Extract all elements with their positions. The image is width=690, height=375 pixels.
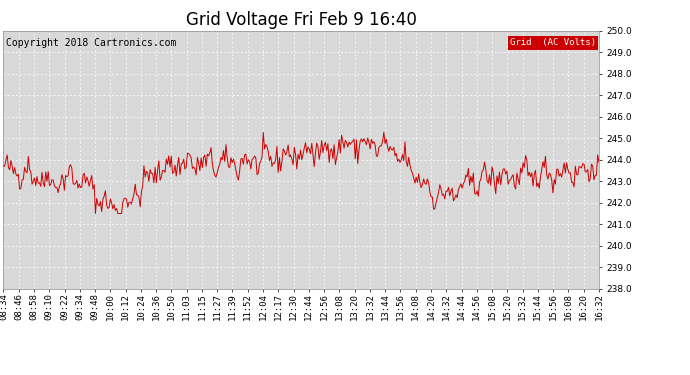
Text: Copyright 2018 Cartronics.com: Copyright 2018 Cartronics.com <box>6 39 177 48</box>
Title: Grid Voltage Fri Feb 9 16:40: Grid Voltage Fri Feb 9 16:40 <box>186 11 417 29</box>
Text: Grid  (AC Volts): Grid (AC Volts) <box>510 39 596 48</box>
